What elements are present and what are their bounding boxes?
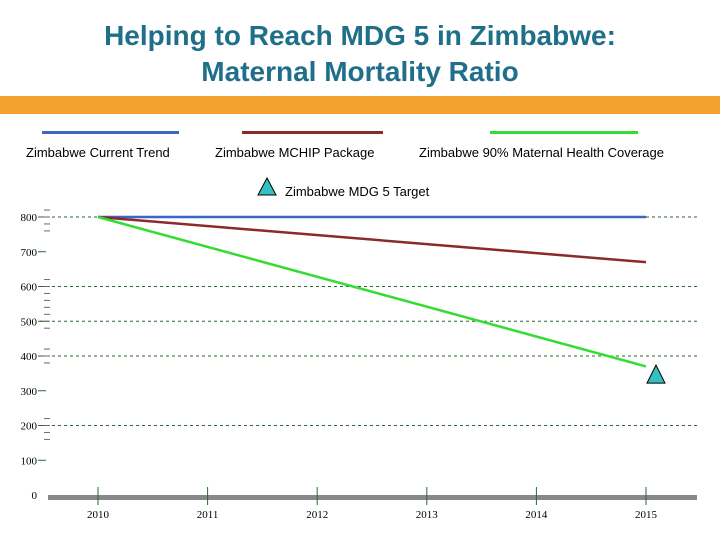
orange-divider-bar bbox=[0, 96, 720, 114]
legend-target-triangle-icon bbox=[257, 176, 277, 196]
y-tick-label: 400 bbox=[21, 351, 38, 363]
legend-swatch-mchip bbox=[242, 131, 383, 134]
x-tick-label: 2015 bbox=[635, 509, 658, 521]
legend-swatch-90pct bbox=[490, 131, 638, 134]
legend-label-current-trend: Zimbabwe Current Trend bbox=[26, 145, 170, 160]
y-tick-label: 300 bbox=[21, 386, 38, 398]
x-tick-label: 2012 bbox=[306, 509, 328, 521]
y-tick-label: 100 bbox=[21, 455, 38, 467]
x-tick-label: 2013 bbox=[416, 509, 439, 521]
x-axis bbox=[48, 495, 697, 500]
x-tick-label: 2014 bbox=[525, 509, 548, 521]
y-tick-label: 700 bbox=[21, 247, 38, 259]
legend-label-mchip: Zimbabwe MCHIP Package bbox=[215, 145, 375, 160]
title-line-1: Helping to Reach MDG 5 in Zimbabwe: bbox=[104, 20, 616, 51]
x-tick-label: 2010 bbox=[87, 509, 110, 521]
title-line-2: Maternal Mortality Ratio bbox=[201, 56, 519, 87]
legend-label-target: Zimbabwe MDG 5 Target bbox=[285, 184, 430, 199]
y-tick-label: 800 bbox=[21, 212, 38, 224]
legend-swatch-current-trend bbox=[42, 131, 179, 134]
y-tick-label: 600 bbox=[21, 282, 38, 294]
legend-label-90pct: Zimbabwe 90% Maternal Health Coverage bbox=[419, 145, 664, 160]
slide-title: Helping to Reach MDG 5 in Zimbabwe: Mate… bbox=[0, 18, 720, 90]
x-tick-label: 2011 bbox=[197, 509, 219, 521]
target-triangle-marker bbox=[646, 363, 666, 384]
series-line-2 bbox=[97, 215, 647, 368]
series-line-1 bbox=[97, 215, 647, 264]
y-tick-label: 200 bbox=[21, 421, 38, 433]
y-tick-label: 500 bbox=[21, 316, 38, 328]
y-tick-label: 0 bbox=[32, 490, 38, 502]
